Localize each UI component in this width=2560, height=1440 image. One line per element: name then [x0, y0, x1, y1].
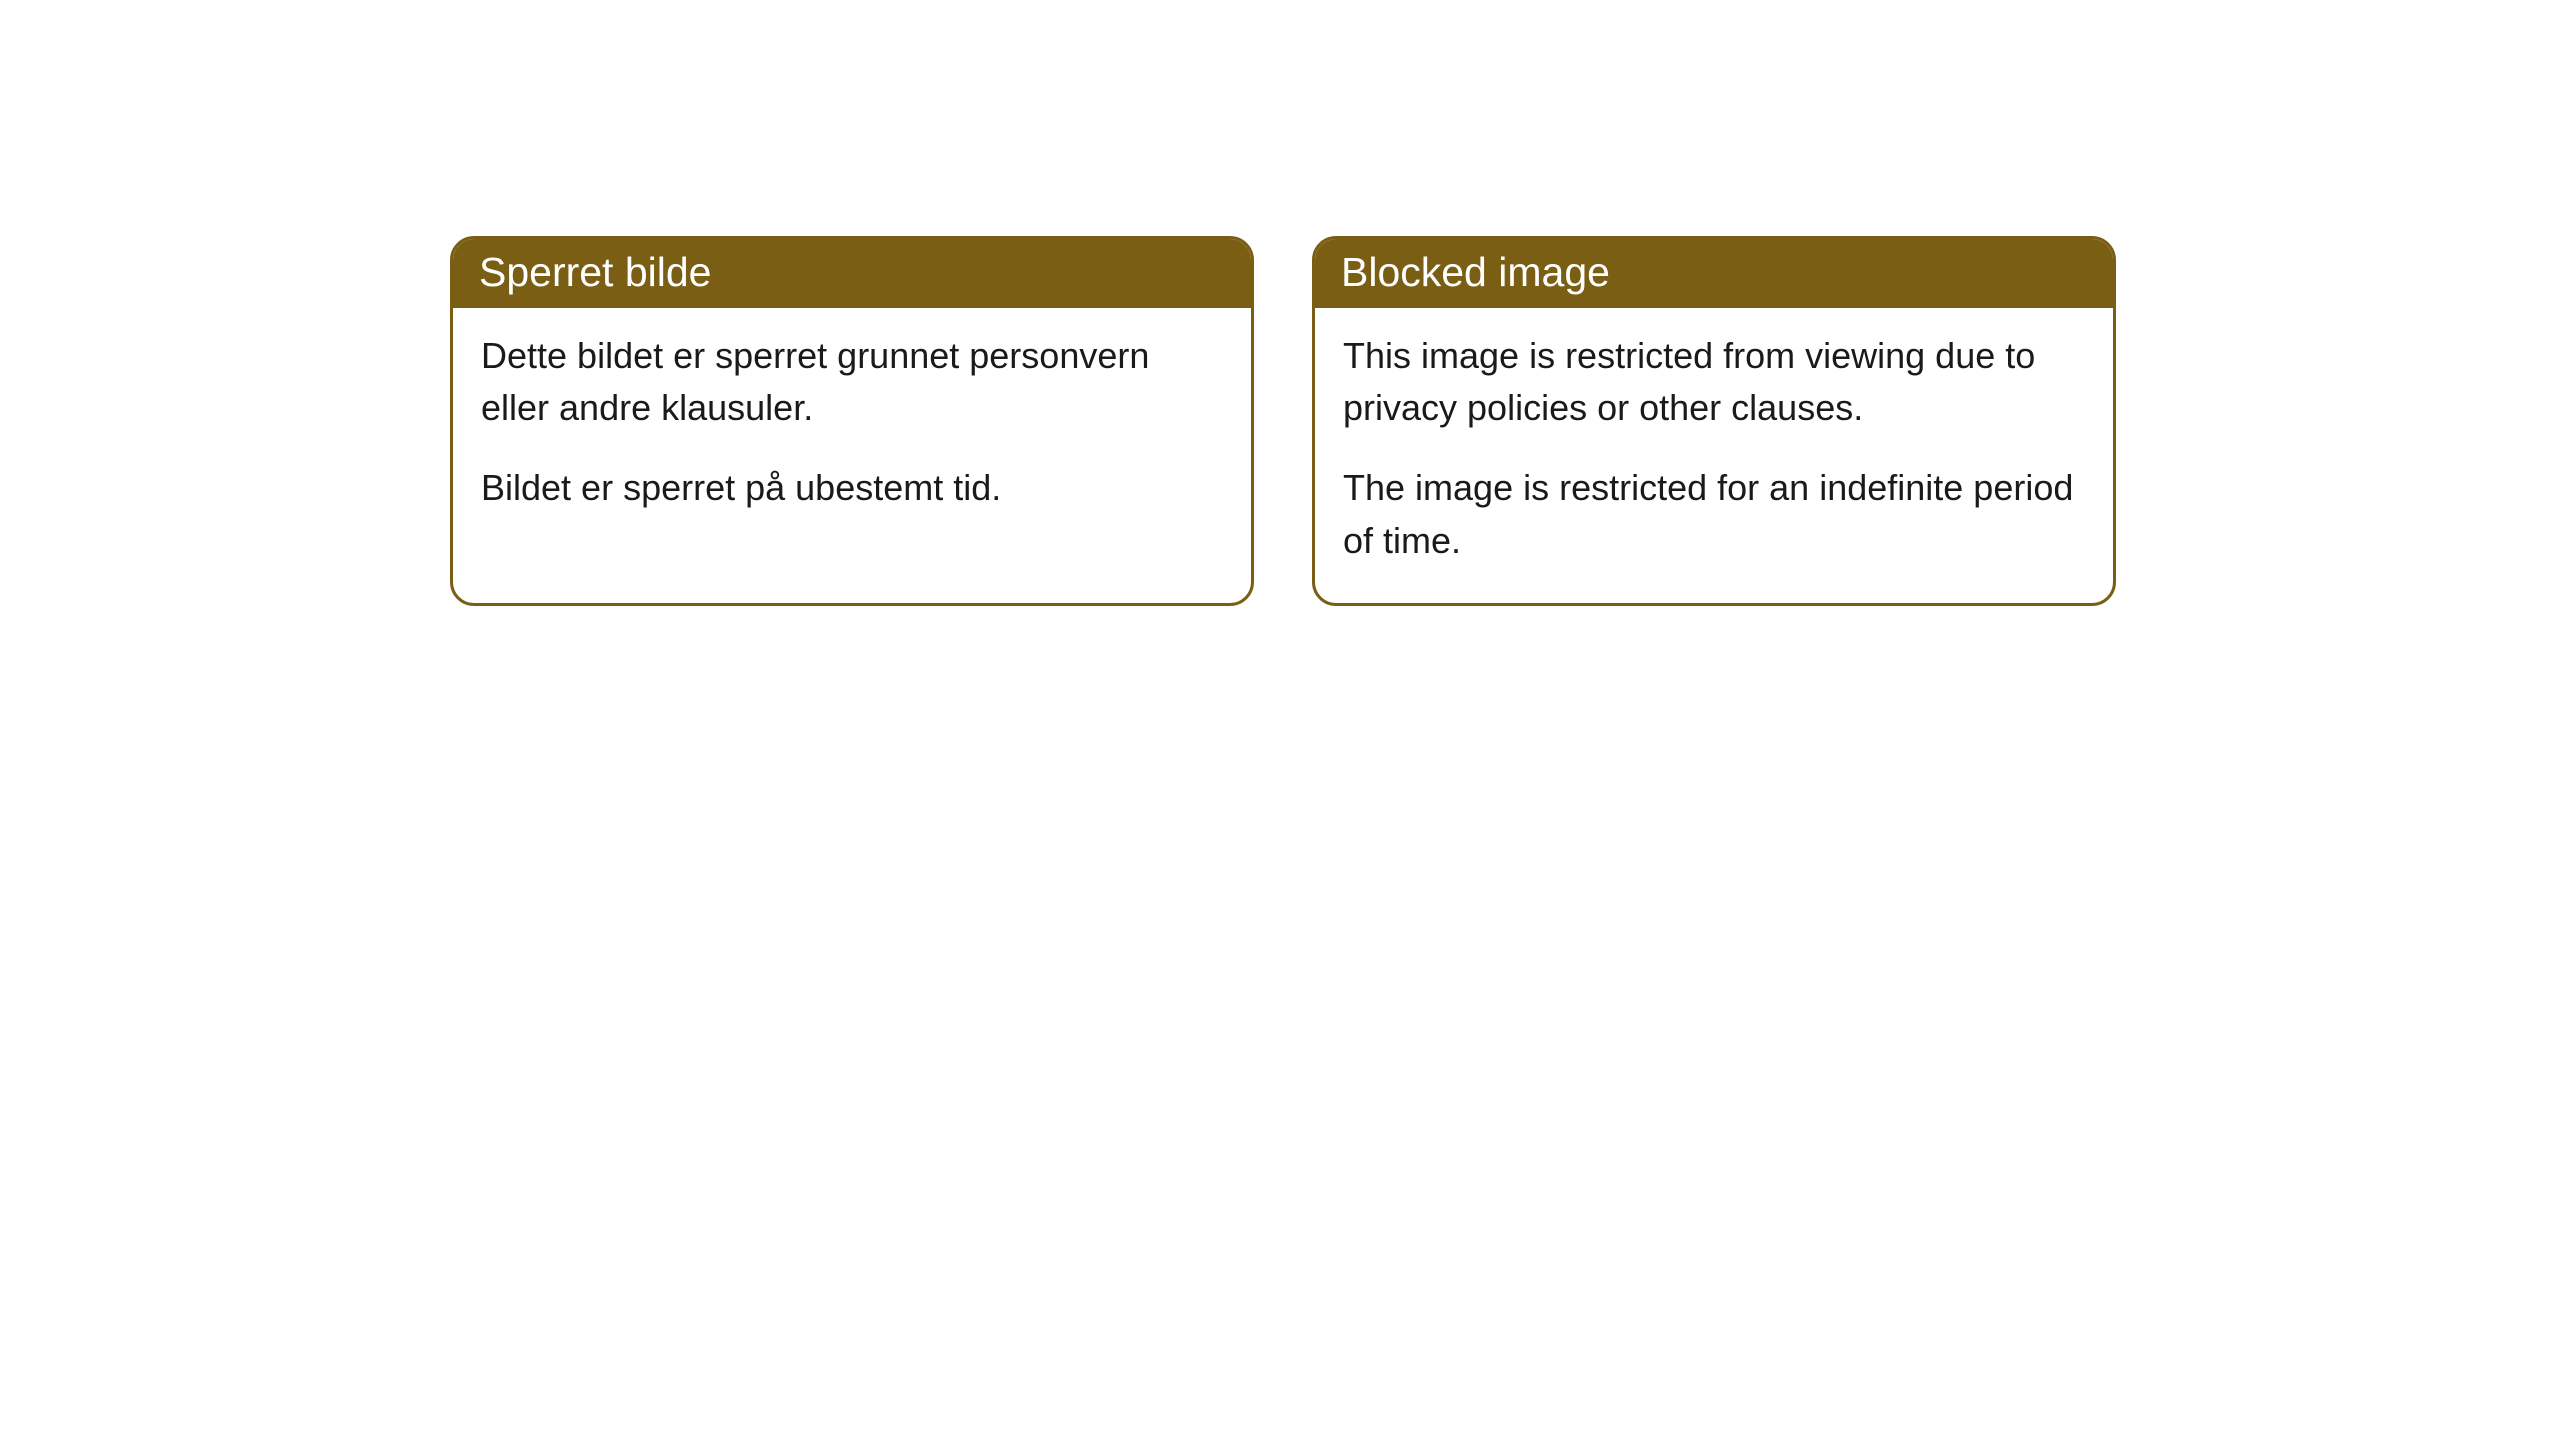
card-header: Sperret bilde: [453, 239, 1251, 308]
card-paragraph: Bildet er sperret på ubestemt tid.: [481, 462, 1223, 514]
card-paragraph: This image is restricted from viewing du…: [1343, 330, 2085, 434]
card-body: Dette bildet er sperret grunnet personve…: [453, 308, 1251, 551]
card-header: Blocked image: [1315, 239, 2113, 308]
card-body: This image is restricted from viewing du…: [1315, 308, 2113, 603]
notice-card-english: Blocked image This image is restricted f…: [1312, 236, 2116, 606]
card-paragraph: The image is restricted for an indefinit…: [1343, 462, 2085, 566]
notice-card-norwegian: Sperret bilde Dette bildet er sperret gr…: [450, 236, 1254, 606]
notice-cards-container: Sperret bilde Dette bildet er sperret gr…: [450, 236, 2116, 606]
card-paragraph: Dette bildet er sperret grunnet personve…: [481, 330, 1223, 434]
